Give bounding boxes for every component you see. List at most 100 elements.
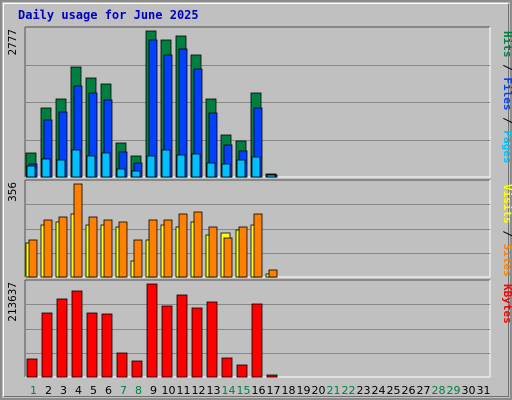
- x-tick-label-day-30: 30: [462, 384, 476, 397]
- bar-sites-day-4: [73, 183, 83, 278]
- bar-sites-day-6-body: [103, 219, 113, 278]
- bar-pages-day-12-body: [191, 153, 201, 178]
- bar-sites-day-10-body: [163, 219, 173, 278]
- x-tick-label-day-26: 26: [402, 384, 416, 397]
- bar-pages-day-9-body: [146, 155, 156, 178]
- x-tick-label-day-8: 8: [135, 384, 142, 397]
- bar-kbytes-day-17-body: [266, 374, 278, 378]
- scale-label: 356: [6, 182, 19, 202]
- bar-kbytes-day-12: [191, 307, 203, 378]
- bar-pages-day-10-body: [161, 149, 171, 178]
- legend-sites: Sites: [501, 244, 512, 277]
- bar-sites-day-2-body: [43, 219, 53, 278]
- bar-sites-day-6: [103, 219, 113, 278]
- x-tick-label-day-20: 20: [312, 384, 326, 397]
- bar-kbytes-day-10-body: [161, 305, 173, 378]
- x-tick-label-day-28: 28: [432, 384, 446, 397]
- bar-kbytes-day-14-body: [221, 357, 233, 378]
- bar-pages-day-16-body: [251, 156, 261, 178]
- chart-frame-bevel: [3, 3, 509, 397]
- bar-kbytes-day-2: [41, 312, 53, 378]
- bar-kbytes-day-3: [56, 298, 68, 378]
- x-tick-label-day-10: 10: [162, 384, 176, 397]
- bar-kbytes-day-8: [131, 360, 143, 378]
- x-tick-label-day-11: 11: [177, 384, 191, 397]
- bar-pages-day-12: [191, 153, 201, 178]
- x-tick-label-day-2: 2: [45, 384, 52, 397]
- bar-kbytes-day-6: [101, 313, 113, 378]
- bar-kbytes-day-5: [86, 312, 98, 378]
- bar-kbytes-day-3-body: [56, 298, 68, 378]
- bar-sites-day-2: [43, 219, 53, 278]
- bar-pages-day-16: [251, 156, 261, 178]
- bar-sites-day-14-body: [223, 237, 233, 278]
- bar-sites-day-17: [268, 269, 278, 278]
- bar-sites-day-15-body: [238, 226, 248, 278]
- bar-sites-day-13-body: [208, 226, 218, 278]
- x-tick-label-day-23: 23: [357, 384, 371, 397]
- x-tick-label-day-3: 3: [60, 384, 67, 397]
- bar-kbytes-day-8-body: [131, 360, 143, 378]
- bar-kbytes-day-9: [146, 283, 158, 378]
- bar-pages-day-4: [71, 149, 81, 178]
- bar-sites-day-4-body: [73, 183, 83, 278]
- legend-separator: /: [501, 111, 512, 131]
- x-tick-label-day-9: 9: [150, 384, 157, 397]
- legend: KBytes: [501, 284, 512, 324]
- x-tick-label-day-5: 5: [90, 384, 97, 397]
- bar-kbytes-day-14: [221, 357, 233, 378]
- x-tick-label-day-31: 31: [477, 384, 491, 397]
- legend-pages: Pages: [501, 130, 512, 163]
- bar-kbytes-day-13: [206, 301, 218, 378]
- bar-pages-day-9: [146, 155, 156, 178]
- bar-kbytes-day-12-body: [191, 307, 203, 378]
- bar-kbytes-day-4: [71, 290, 83, 378]
- chart-title: Daily usage for June 2025: [18, 8, 199, 22]
- bar-kbytes-day-5-body: [86, 312, 98, 378]
- bar-kbytes-day-11: [176, 294, 188, 378]
- legend: Visits / Sites: [501, 184, 512, 277]
- bar-kbytes-day-1: [26, 358, 38, 378]
- x-tick-label-day-29: 29: [447, 384, 461, 397]
- x-tick-label-day-16: 16: [252, 384, 266, 397]
- x-tick-label-day-24: 24: [372, 384, 386, 397]
- bar-sites-day-7: [118, 221, 128, 278]
- bar-pages-day-7: [116, 168, 126, 178]
- bar-kbytes-day-9-body: [146, 283, 158, 378]
- bar-pages-day-5-body: [86, 155, 96, 178]
- x-tick-label-day-25: 25: [387, 384, 401, 397]
- bar-sites-day-1: [28, 239, 38, 278]
- x-tick-label-day-4: 4: [75, 384, 82, 397]
- bar-pages-day-4-body: [71, 149, 81, 178]
- bar-sites-day-1-body: [28, 239, 38, 278]
- bar-sites-day-14: [223, 237, 233, 278]
- bar-pages-day-3: [56, 159, 66, 178]
- bar-kbytes-day-4-body: [71, 290, 83, 378]
- bar-sites-day-12: [193, 211, 203, 278]
- bar-pages-day-8: [131, 170, 141, 178]
- bar-sites-day-5-body: [88, 216, 98, 278]
- scale-label: 213637: [6, 282, 19, 322]
- legend-separator: /: [501, 58, 512, 78]
- x-tick-label-day-27: 27: [417, 384, 431, 397]
- bar-kbytes-day-1-body: [26, 358, 38, 378]
- bar-pages-day-10: [161, 149, 171, 178]
- bar-pages-day-7-body: [116, 168, 126, 178]
- bar-pages-day-2: [41, 158, 51, 178]
- bar-sites-day-3: [58, 216, 68, 278]
- bar-sites-day-8: [133, 239, 143, 278]
- bar-sites-day-16-body: [253, 213, 263, 278]
- x-tick-label-day-21: 21: [327, 384, 341, 397]
- bar-kbytes-day-17: [266, 374, 278, 378]
- bar-kbytes-day-10: [161, 305, 173, 378]
- bar-pages-day-14-body: [221, 163, 231, 178]
- x-tick-label-day-19: 19: [297, 384, 311, 397]
- x-tick-label-day-1: 1: [30, 384, 37, 397]
- bar-pages-day-1: [26, 165, 36, 178]
- bar-pages-day-6: [101, 152, 111, 178]
- bar-pages-day-5: [86, 155, 96, 178]
- bar-kbytes-day-16-body: [251, 303, 263, 378]
- bar-sites-day-7-body: [118, 221, 128, 278]
- bar-pages-day-17-body: [266, 174, 276, 178]
